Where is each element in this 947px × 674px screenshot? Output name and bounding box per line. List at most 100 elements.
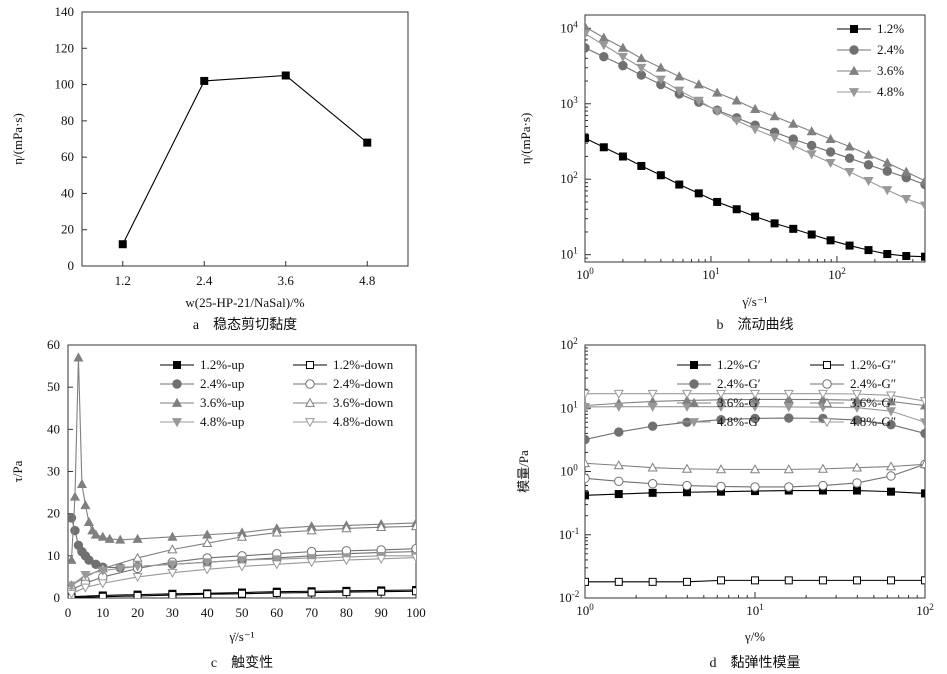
data-point [648,488,657,497]
series-4.8% [585,29,925,211]
data-point [715,402,727,412]
data-point [585,577,589,586]
data-point [713,197,722,206]
data-point [806,126,817,136]
data-point [716,414,726,425]
y-axis-label: η/(mPa·s) [518,113,533,165]
legend-marker [173,361,181,369]
data-point [203,590,212,598]
data-point [817,389,828,399]
data-point [411,543,416,554]
legend-marker [305,379,315,389]
data-point [168,591,177,598]
data-point [806,150,817,160]
data-point [97,579,108,589]
data-point [750,413,760,424]
data-point [68,589,77,598]
data-point [882,186,893,196]
data-point [115,564,126,574]
data-point [341,523,352,533]
legend: 1.2%-up 1.2%-down 2.4%-up 2.4%-down 3.6%-up 3… [160,357,394,429]
data-point [919,418,925,428]
series-4.8%-down [68,553,416,598]
data-point [341,556,352,566]
y-tick-label: 0 [54,590,61,605]
data-point [271,560,282,570]
y-tick-label: 40 [47,421,60,436]
data-point [886,419,896,430]
chart-panel-b: 100 101 102 101 102 103 104 γ̇/s⁻¹ η/(mPa·s) b 流动… [518,14,926,333]
data-point [681,463,693,473]
data-point [614,427,624,437]
data-point [647,479,658,489]
x-tick-label: 20 [131,605,144,620]
data-point [617,42,628,52]
data-point [637,161,646,170]
data-point [885,461,897,471]
series-4.8%-up [68,551,416,591]
data-point [585,134,589,143]
data-point [769,133,780,143]
y-axis-label: 模量/Pa [516,450,531,493]
data-point [636,53,647,63]
legend-label: 2.4%-G″ [850,376,896,391]
data-point [826,236,835,245]
data-point [97,531,108,541]
data-point [731,95,742,105]
data-point [377,587,386,596]
x-tick-label: 40 [201,605,214,620]
legend-label: 2.4%-up [200,376,244,391]
x-tick-label: 70 [305,605,318,620]
legend-label: 3.6% [877,63,904,78]
legend-label: 2.4%-G′ [717,376,761,391]
data-point [585,473,590,484]
y-tick-label: 20 [47,506,60,521]
data-point [749,394,761,404]
data-point [614,490,623,499]
data-point [851,394,863,405]
data-point [845,241,854,250]
data-point [599,52,609,62]
data-point [613,460,624,470]
legend-marker [849,45,859,55]
legend-label: 4.8%-G′ [717,414,761,429]
data-point [851,390,863,400]
legend-label: 1.2%-G″ [850,357,896,372]
data-point [80,500,91,510]
data-point [363,138,372,147]
data-point [693,96,704,106]
data-point [784,576,793,585]
data-point [132,552,143,562]
data-point [770,219,779,228]
data-point [87,525,98,535]
data-point [863,177,874,187]
data-point [682,480,692,491]
data-point [585,403,591,413]
panel-caption: a 稳态剪切黏度 [193,317,297,333]
legend-marker [823,361,831,369]
legend-label: 4.8%-G″ [850,414,896,429]
data-point [618,60,628,71]
data-point [788,141,799,151]
data-point [202,537,213,548]
plot-frame [81,11,409,267]
y-tick-label: 100 [55,77,75,92]
legend-marker [850,25,858,33]
data-point [674,71,685,81]
y-tick-label: 104 [560,19,578,35]
data-point [920,428,925,439]
data-point [648,577,657,586]
data-point [598,32,609,42]
legend-marker [821,397,833,407]
data-point [410,553,416,563]
data-point [825,133,836,143]
data-point [614,476,624,486]
data-point [97,566,108,576]
x-tick-label: 1.2 [115,273,131,288]
legend: 1.2%-G′ 1.2%-G″ 2.4%-G′ 2.4%-G″ 3.6%-G′ 3.6%-… [677,357,896,429]
data-point [614,577,623,586]
data-point [789,224,798,233]
data-point [618,152,627,161]
data-point [817,463,828,473]
